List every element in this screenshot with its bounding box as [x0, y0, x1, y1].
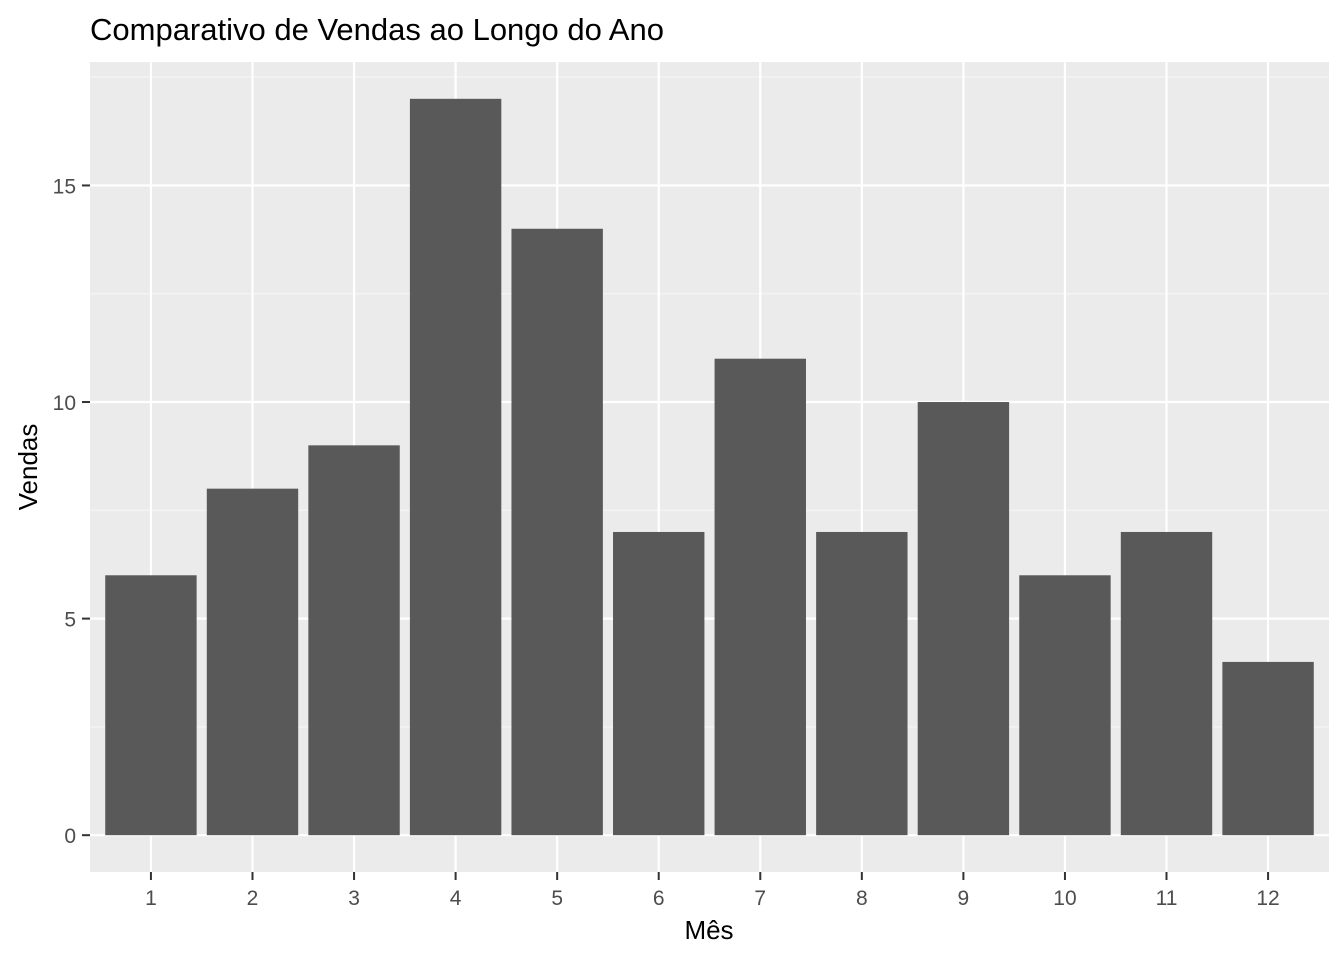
x-tick-label: 8: [856, 887, 868, 910]
x-axis: 1 2 3 4 5 6 7 8 9 10 11 12: [145, 872, 1280, 910]
x-tick-label: 2: [247, 887, 259, 910]
bar: [1019, 575, 1111, 836]
bar: [308, 445, 400, 836]
y-axis-title: Vendas: [13, 424, 43, 511]
x-tick-label: 4: [450, 887, 462, 910]
y-tick-label: 5: [64, 609, 76, 632]
x-tick-label: 12: [1256, 887, 1279, 910]
x-tick-label: 5: [551, 887, 563, 910]
x-tick-label: 1: [145, 887, 157, 910]
bar: [917, 402, 1010, 836]
bars: [105, 98, 1314, 836]
x-tick-label: 11: [1156, 887, 1178, 910]
bar: [409, 98, 502, 836]
x-tick-label: 9: [958, 887, 970, 910]
bar: [714, 358, 806, 836]
x-tick-label: 7: [754, 887, 766, 910]
x-tick-label: 10: [1053, 887, 1076, 910]
x-tick-label: 3: [348, 887, 360, 910]
chart-title: Comparativo de Vendas ao Longo do Ano: [90, 12, 664, 47]
y-tick-label: 10: [53, 392, 76, 415]
x-axis-title: Mês: [684, 915, 733, 945]
y-tick-label: 0: [64, 825, 76, 848]
bar: [206, 488, 299, 836]
bar: [105, 575, 197, 836]
x-tick-label: 6: [653, 887, 665, 910]
bar: [511, 228, 603, 836]
bar: [1120, 531, 1213, 836]
y-tick-label: 15: [53, 175, 76, 198]
y-axis: 0 5 10 15: [53, 175, 90, 848]
bar: [613, 531, 705, 836]
bar: [816, 531, 908, 836]
bar: [1222, 661, 1314, 836]
